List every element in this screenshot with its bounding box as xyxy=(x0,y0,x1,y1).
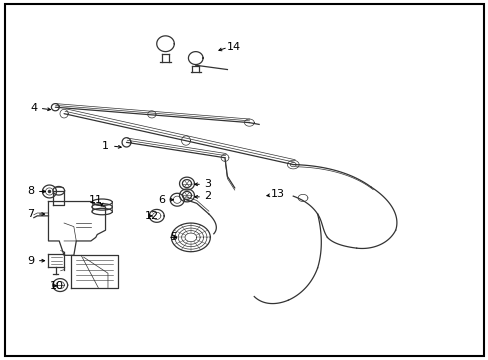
Text: 3: 3 xyxy=(204,179,211,189)
Text: 9: 9 xyxy=(27,256,35,266)
Text: 11: 11 xyxy=(89,195,102,205)
Text: 2: 2 xyxy=(204,191,211,201)
Text: 14: 14 xyxy=(226,42,241,52)
Text: 8: 8 xyxy=(27,186,35,197)
Text: 1: 1 xyxy=(102,141,109,151)
Text: 13: 13 xyxy=(270,189,284,199)
Text: 5: 5 xyxy=(170,232,177,242)
Text: 10: 10 xyxy=(50,281,63,291)
Text: 12: 12 xyxy=(144,211,159,221)
Text: 7: 7 xyxy=(27,209,35,219)
Text: 4: 4 xyxy=(30,103,38,113)
Text: 6: 6 xyxy=(158,195,165,205)
